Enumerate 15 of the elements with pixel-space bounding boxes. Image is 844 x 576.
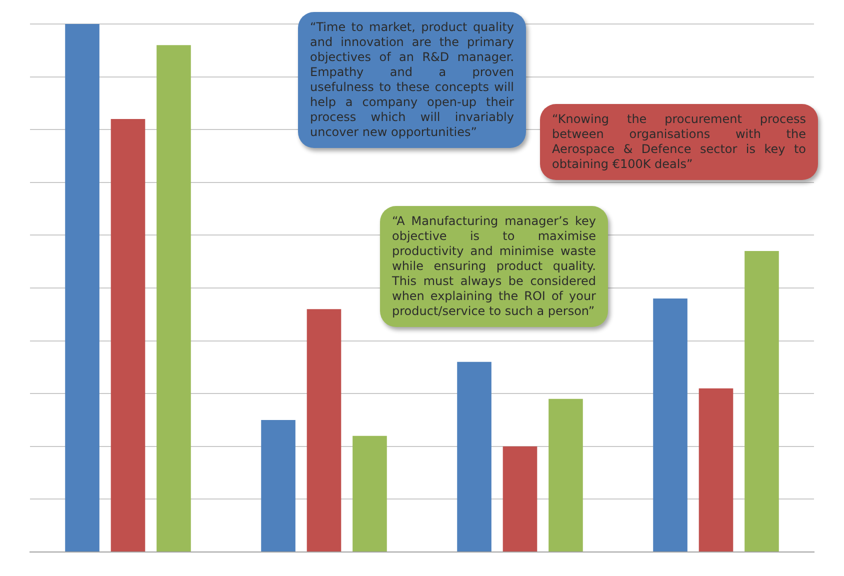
bar	[156, 45, 191, 552]
bar	[653, 298, 688, 552]
bar	[744, 251, 779, 552]
bar	[548, 398, 583, 552]
bar	[261, 420, 296, 552]
bar	[110, 119, 146, 552]
bar	[65, 24, 100, 552]
bar	[352, 436, 387, 552]
annotation: “Knowing the procurement process between organisations with the Aerospace & Defence sector is key to obtaining €100K deals”	[540, 104, 818, 180]
annotation: “A Manufacturing manager’s key objective is to maximise productivity and minimise waste while ensuring product quality. This must always be considered when explaining the ROI of your product/service to such a person”	[380, 206, 608, 327]
bar	[457, 362, 492, 552]
annotation: “Time to market, product quality and innovation are the primary objectives of an R&D manager. Empathy and a proven usefulness to these concepts will help a company open-up their process which will invariably uncover new opportunities”	[298, 12, 526, 148]
bar	[698, 388, 734, 552]
bar	[502, 446, 538, 552]
bar	[306, 309, 342, 552]
